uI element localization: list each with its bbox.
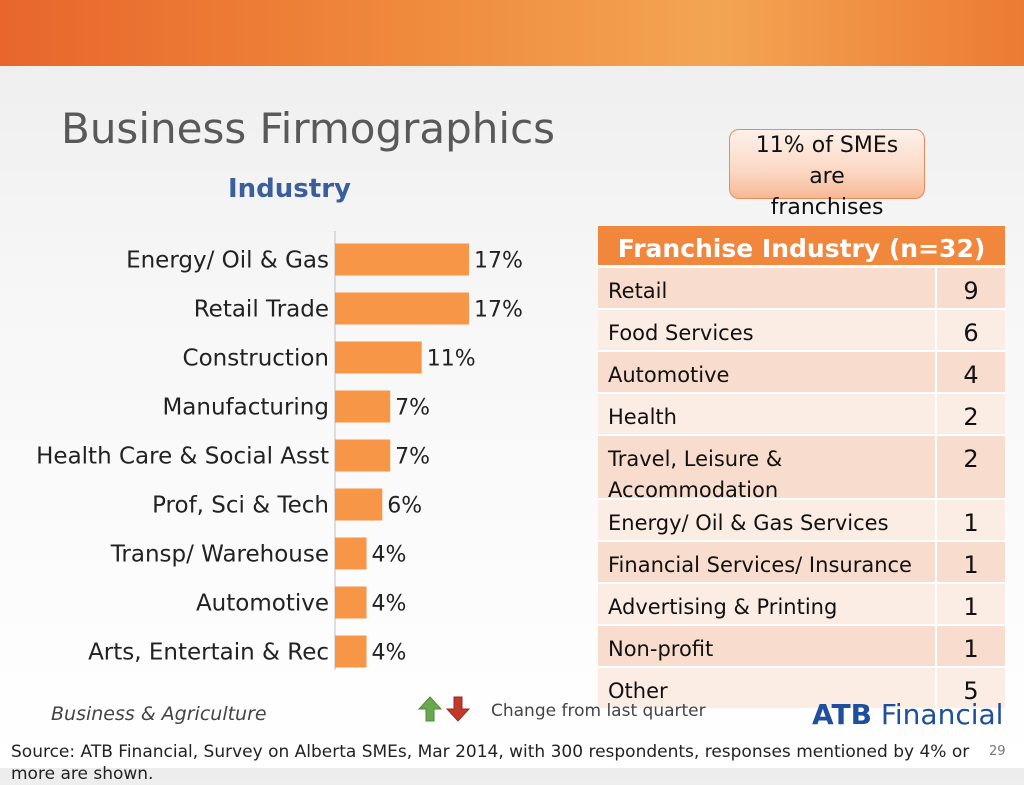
- data-label: 4%: [372, 641, 407, 666]
- category-label: Automotive: [196, 591, 329, 617]
- table-row: Non-profit 1: [598, 626, 1005, 668]
- callout-line-2: are: [809, 164, 845, 189]
- franchise-count: 1: [963, 551, 979, 579]
- franchise-industry-label: Automotive: [598, 352, 937, 392]
- category-label: Retail Trade: [194, 297, 329, 323]
- bar: [335, 292, 469, 325]
- bar: [335, 635, 367, 668]
- table-row: Retail 9: [598, 268, 1005, 310]
- callout-line-1: 11% of SMEs: [755, 133, 899, 158]
- franchise-industry-label: Financial Services/ Insurance: [598, 542, 937, 582]
- change-legend-text: Change from last quarter: [491, 701, 706, 721]
- callout-line-3: franchises: [770, 195, 884, 220]
- logo-rest: Financial: [871, 698, 1004, 731]
- franchise-industry-label: Other: [598, 668, 937, 708]
- table-row: Health 2: [598, 394, 1005, 436]
- franchise-industry-label: Energy/ Oil & Gas Services: [598, 500, 937, 540]
- page-title: Business Firmographics: [61, 104, 556, 153]
- category-label: Manufacturing: [162, 395, 329, 421]
- table-row: Food Services 6: [598, 310, 1005, 352]
- franchise-industry-label: Retail: [598, 268, 937, 308]
- table-row: Automotive 4: [598, 352, 1005, 394]
- table-row: Other 5: [598, 668, 1005, 710]
- down-arrow-icon: [446, 696, 470, 722]
- franchise-count: 9: [963, 277, 979, 305]
- franchise-count: 2: [963, 445, 979, 473]
- franchise-count: 6: [963, 319, 979, 347]
- data-label: 7%: [395, 396, 430, 421]
- category-label: Transp/ Warehouse: [110, 542, 329, 568]
- franchise-industry-label: Travel, Leisure & Accommodation: [598, 436, 937, 502]
- data-label: 17%: [474, 249, 523, 274]
- bar: [335, 586, 367, 619]
- franchise-industry-label: Advertising & Printing: [598, 584, 937, 624]
- page-number: 29: [989, 744, 1006, 759]
- industry-bar-chart: Energy/ Oil & Gas 17% Retail Trade 17% Const…: [36, 231, 523, 670]
- bar: [335, 390, 391, 423]
- data-label: 7%: [395, 445, 430, 470]
- franchise-count: 1: [963, 509, 979, 537]
- data-label: 17%: [474, 298, 523, 323]
- bar: [335, 439, 391, 472]
- category-label: Health Care & Social Asst: [36, 444, 329, 470]
- bar: [335, 341, 422, 374]
- franchise-count: 4: [963, 361, 979, 389]
- chart-title: Industry: [228, 174, 351, 204]
- data-label: 6%: [387, 494, 422, 519]
- up-arrow-icon: [418, 696, 442, 722]
- bar: [335, 537, 367, 570]
- category-label: Energy/ Oil & Gas: [126, 248, 329, 274]
- data-label: 4%: [372, 592, 407, 617]
- franchise-count: 5: [963, 677, 979, 705]
- data-label: 4%: [372, 543, 407, 568]
- franchise-industry-label: Non-profit: [598, 626, 937, 666]
- franchise-count: 1: [963, 635, 979, 663]
- table-row: Financial Services/ Insurance 1: [598, 542, 1005, 584]
- bar: [335, 243, 469, 276]
- section-label: Business & Agriculture: [51, 703, 267, 725]
- data-label: 11%: [427, 347, 476, 372]
- franchise-table-header: Franchise Industry (n=32): [598, 226, 1005, 268]
- table-row: Travel, Leisure & Accommodation 2: [598, 436, 1005, 502]
- franchise-table-header-text: Franchise Industry (n=32): [617, 234, 986, 263]
- bar: [335, 488, 383, 521]
- category-label: Prof, Sci & Tech: [152, 493, 329, 519]
- atb-financial-logo: ATB Financial: [812, 698, 1003, 731]
- source-note: Source: ATB Financial, Survey on Alberta…: [11, 742, 970, 784]
- category-label: Construction: [183, 346, 329, 372]
- franchise-count: 1: [963, 593, 979, 621]
- franchise-industry-label: Food Services: [598, 310, 937, 350]
- header-bar: [0, 0, 1024, 66]
- logo-bold: ATB: [812, 698, 872, 731]
- category-label: Arts, Entertain & Rec: [88, 640, 329, 666]
- franchise-callout: 11% of SMEs are franchises: [729, 129, 925, 220]
- table-row: Advertising & Printing 1: [598, 584, 1005, 626]
- table-row: Energy/ Oil & Gas Services 1: [598, 500, 1005, 542]
- franchise-count: 2: [963, 403, 979, 431]
- franchise-industry-label: Health: [598, 394, 937, 434]
